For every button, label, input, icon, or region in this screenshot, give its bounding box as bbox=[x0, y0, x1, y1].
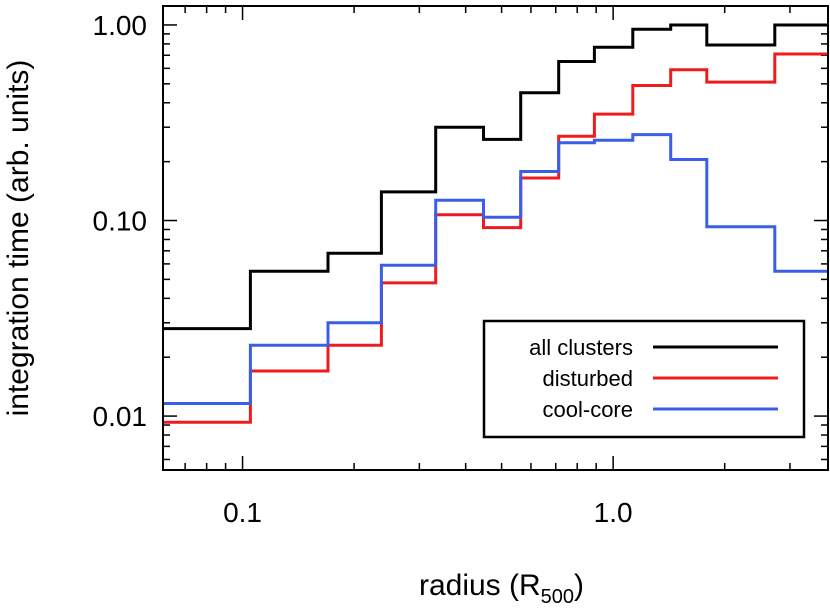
series-disturbed bbox=[163, 52, 828, 424]
x-tick-label: 0.1 bbox=[223, 497, 262, 528]
tick-labels: 0.1 1.0 0.01 0.10 1.00 bbox=[93, 10, 633, 528]
series-cool-core bbox=[163, 133, 828, 405]
y-tick-label: 0.01 bbox=[93, 401, 148, 432]
axis-ticks bbox=[163, 6, 828, 470]
legend: all clusters disturbed cool-core bbox=[482, 319, 806, 439]
series-all-clusters bbox=[163, 23, 828, 331]
series-layer bbox=[163, 23, 828, 424]
legend-label: all clusters bbox=[529, 335, 633, 360]
x-tick-label: 1.0 bbox=[594, 497, 633, 528]
y-tick-label: 0.10 bbox=[93, 206, 148, 237]
plot-frame bbox=[162, 5, 829, 471]
legend-label: disturbed bbox=[542, 366, 633, 391]
legend-label: cool-core bbox=[543, 397, 633, 422]
x-axis-label-subscript: 500 bbox=[541, 586, 574, 608]
y-axis-label: integration time (arb. units) bbox=[2, 60, 35, 417]
x-axis-label: radius (R500) bbox=[419, 569, 584, 608]
y-tick-label: 1.00 bbox=[93, 10, 148, 41]
